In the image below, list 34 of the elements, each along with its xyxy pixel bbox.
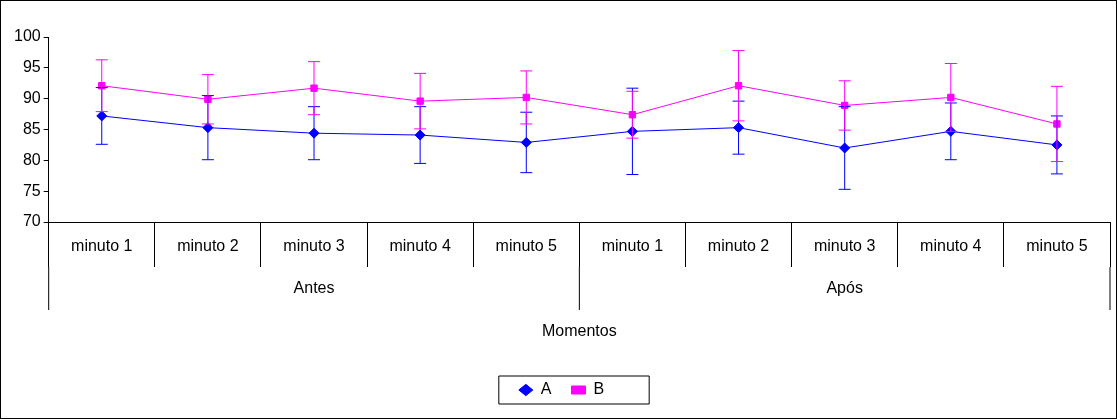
legend-label: B xyxy=(593,380,605,398)
point xyxy=(414,129,426,141)
legend-label: A xyxy=(540,380,552,398)
point xyxy=(947,93,955,102)
point xyxy=(520,136,532,148)
y-tick-label: 90 xyxy=(22,89,41,107)
y-tick-label: 85 xyxy=(22,119,41,137)
x-tick-label: minuto 1 xyxy=(601,237,664,255)
x-tick-label: minuto 4 xyxy=(920,237,982,255)
x-tick-label: minuto 5 xyxy=(1026,237,1088,255)
point xyxy=(839,142,851,154)
point xyxy=(733,122,745,134)
x-tick-label: minuto 2 xyxy=(707,237,770,255)
x-tick-label: minuto 1 xyxy=(71,237,133,255)
point xyxy=(416,97,424,105)
x-axis-title: Momentos xyxy=(542,322,617,340)
point xyxy=(1053,120,1061,128)
y-tick-label: 100 xyxy=(13,27,41,45)
y-tick-label: 70 xyxy=(22,212,41,230)
point xyxy=(628,111,637,119)
y-tick-label: 95 xyxy=(22,58,41,76)
x-tick-label: minuto 3 xyxy=(813,237,876,255)
y-tick-label: 75 xyxy=(22,181,41,199)
point xyxy=(310,84,318,92)
x-tick-label: minuto 4 xyxy=(389,237,451,255)
text: Antes xyxy=(293,278,335,296)
y-tick-label: 80 xyxy=(22,150,41,168)
x-tick-label: minuto 3 xyxy=(283,237,345,255)
point xyxy=(734,82,743,90)
point xyxy=(96,110,108,122)
text: Após xyxy=(826,278,863,296)
x-tick-label: minuto 5 xyxy=(495,237,558,255)
x-tick-label: minuto 2 xyxy=(177,237,239,255)
point xyxy=(522,93,530,102)
